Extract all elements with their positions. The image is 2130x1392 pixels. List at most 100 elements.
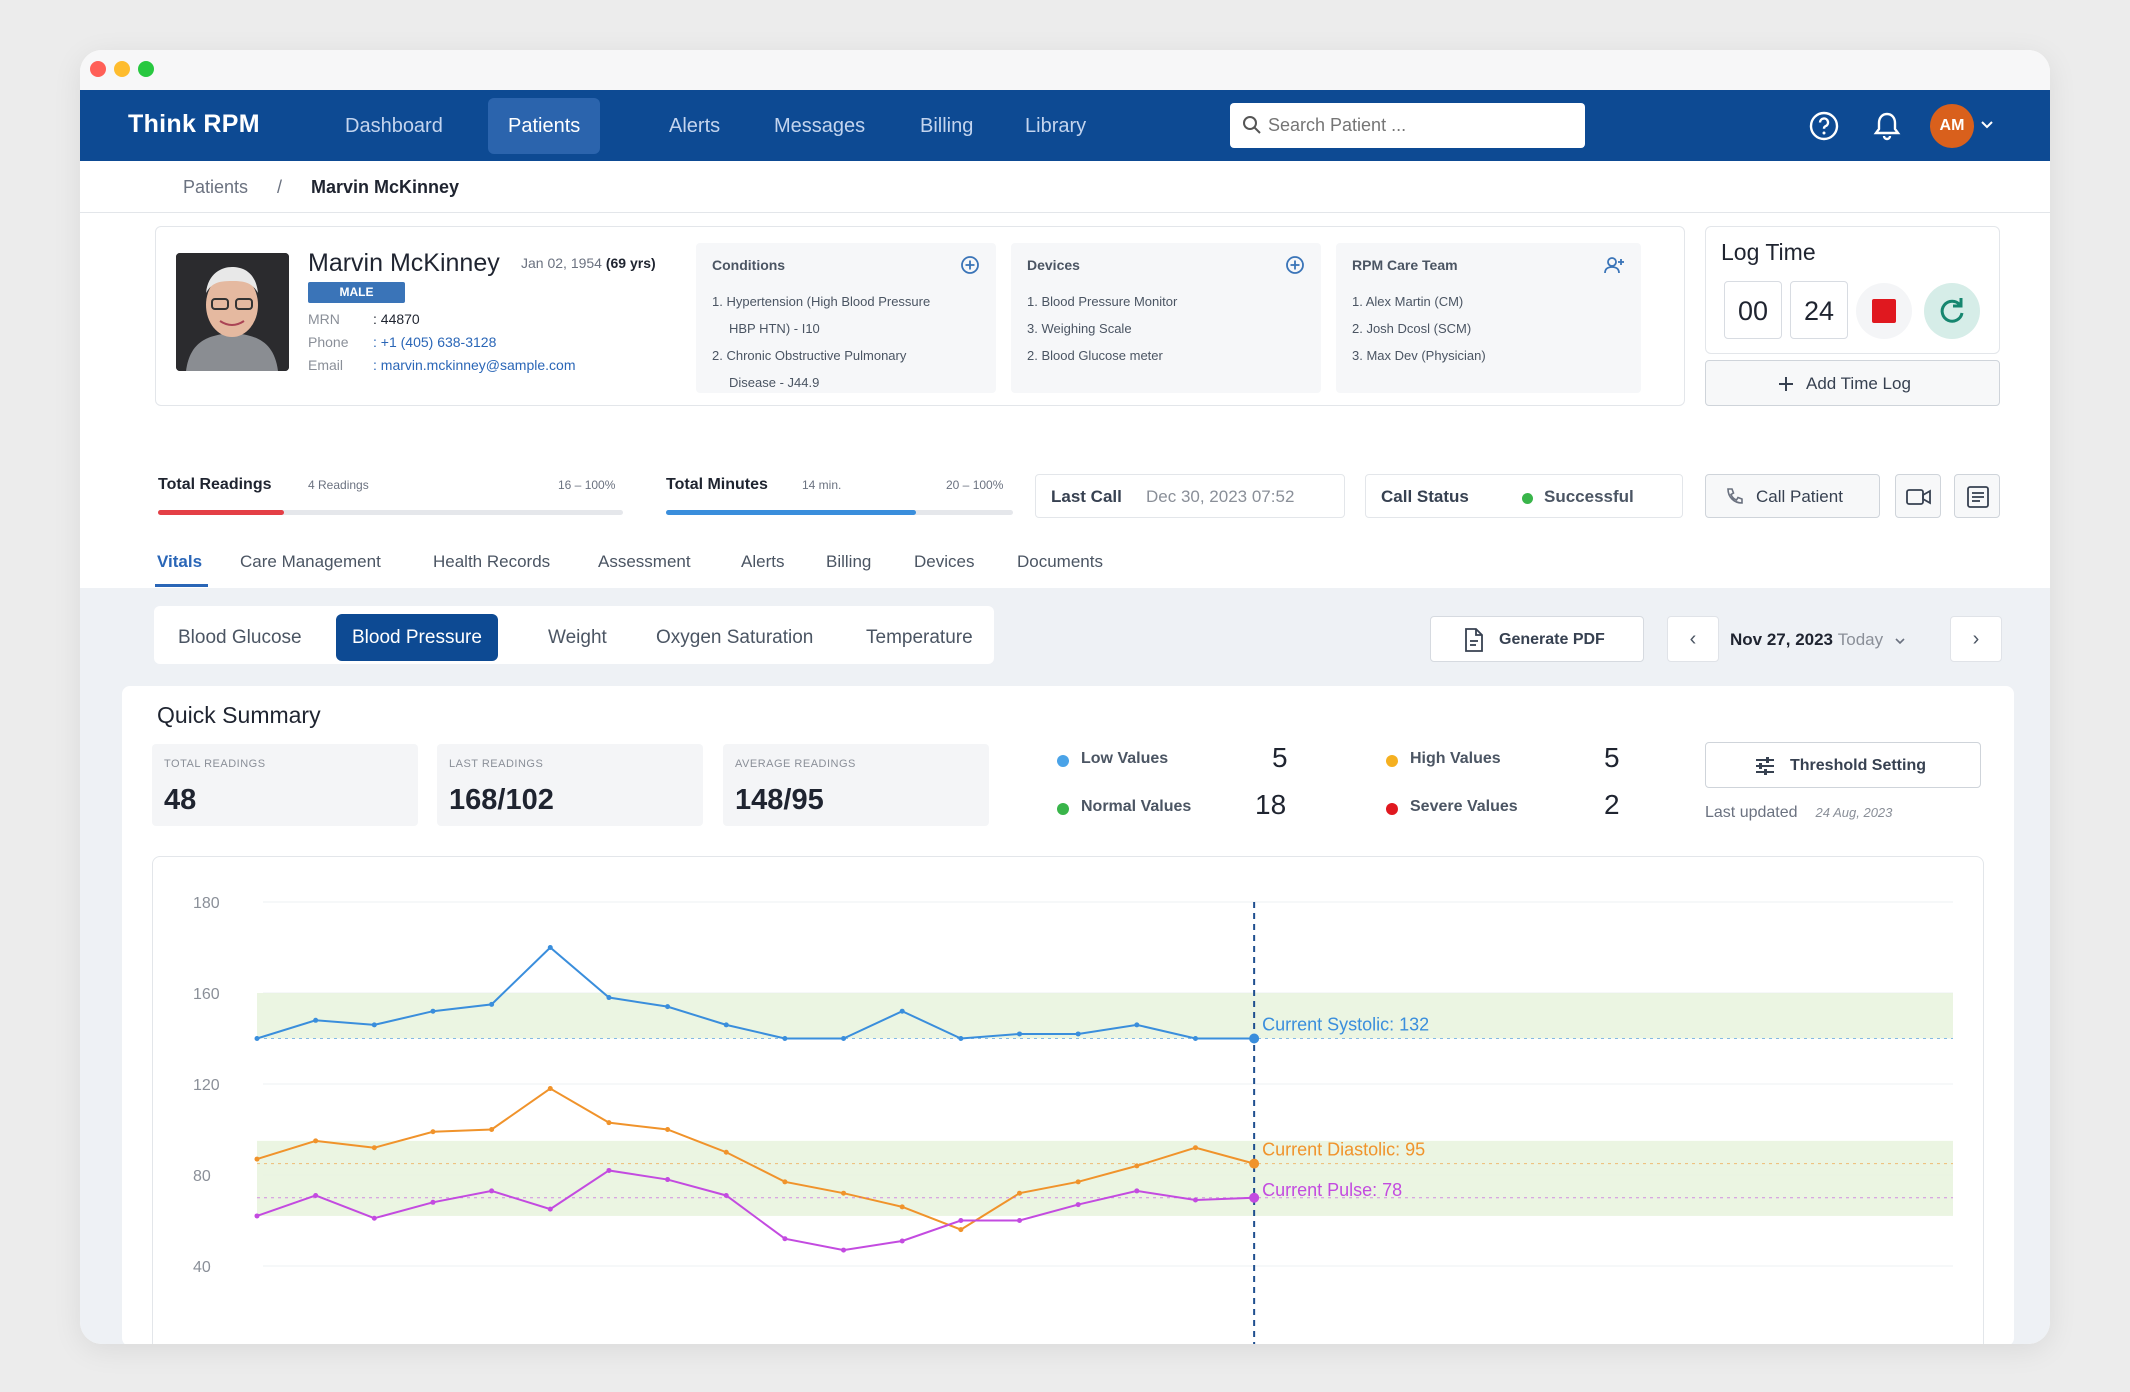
help-icon[interactable]: [1808, 110, 1840, 142]
devices-title: Devices: [1027, 257, 1080, 273]
pulse-point: [489, 1188, 495, 1194]
phone-label: Phone: [308, 334, 349, 350]
care-team-title: RPM Care Team: [1352, 257, 1458, 273]
care-team-item: 3. Max Dev (Physician): [1352, 348, 1486, 363]
last-readings-caption: LAST READINGS: [449, 758, 544, 770]
diastolic-point: [606, 1120, 612, 1126]
systolic-point: [782, 1036, 788, 1041]
tab-devices[interactable]: Devices: [914, 552, 975, 571]
y-tick-label: 160: [193, 986, 220, 1003]
y-tick-label: 40: [193, 1259, 211, 1276]
condition-item: 1. Hypertension (High Blood Pressure: [712, 294, 931, 309]
nav-billing[interactable]: Billing: [920, 115, 974, 137]
breadcrumb-patients[interactable]: Patients: [183, 177, 249, 197]
add-condition-icon[interactable]: [960, 255, 980, 275]
video-call-button[interactable]: [1895, 474, 1941, 518]
device-item: 3. Weighing Scale: [1027, 321, 1132, 336]
close-window-dot[interactable]: [90, 61, 106, 77]
nav-patients[interactable]: Patients: [488, 98, 601, 154]
last-readings-value: 168/102: [449, 784, 554, 816]
search-patient-input[interactable]: [1268, 103, 1568, 148]
add-time-log-button[interactable]: Add Time Log: [1705, 360, 2000, 406]
average-readings-stat: AVERAGE READINGS 148/95: [723, 744, 989, 826]
reset-timer-button[interactable]: [1924, 283, 1980, 339]
pdf-file-icon: [1465, 628, 1483, 652]
quick-summary-title: Quick Summary: [157, 702, 321, 728]
conditions-box: Conditions 1. Hypertension (High Blood P…: [696, 243, 996, 393]
diastolic-point: [1017, 1190, 1023, 1196]
phone-value[interactable]: : +1 (405) 638-3128: [373, 334, 497, 350]
chevron-down-icon[interactable]: [1980, 120, 1994, 130]
log-time-title: Log Time: [1721, 239, 1816, 265]
pulse-point: [430, 1199, 436, 1205]
pulse-point: [1192, 1197, 1198, 1203]
maximize-window-dot[interactable]: [138, 61, 154, 77]
notes-button[interactable]: [1954, 474, 2000, 518]
condition-item: 2. Chronic Obstructive Pulmonary: [712, 348, 907, 363]
last-readings-stat: LAST READINGS 168/102: [437, 744, 703, 826]
nav-dashboard[interactable]: Dashboard: [345, 115, 443, 137]
tab-alerts[interactable]: Alerts: [741, 552, 785, 571]
video-icon: [1906, 489, 1931, 505]
next-date-button[interactable]: ›: [1950, 616, 2002, 662]
diastolic-point: [254, 1156, 260, 1162]
tab-documents[interactable]: Documents: [1017, 552, 1103, 571]
add-member-icon[interactable]: [1603, 255, 1625, 275]
nav-library[interactable]: Library: [1025, 115, 1087, 137]
pulse-point: [1075, 1202, 1081, 1208]
diastolic-point: [899, 1204, 905, 1210]
systolic-point: [430, 1008, 436, 1014]
date-selector[interactable]: Nov 27, 2023 Today: [1730, 630, 1906, 650]
last-call-value: Dec 30, 2023 07:52: [1146, 487, 1295, 506]
window-titlebar: [80, 50, 2050, 90]
systolic-point: [958, 1036, 964, 1041]
tab-billing[interactable]: Billing: [826, 552, 872, 571]
minutes-progress-bar: [666, 510, 1013, 515]
email-label: Email: [308, 357, 344, 373]
tab-health-records[interactable]: Health Records: [433, 552, 551, 571]
stop-timer-button[interactable]: [1856, 283, 1912, 339]
call-patient-button[interactable]: Call Patient: [1705, 474, 1880, 518]
nav-messages[interactable]: Messages: [774, 115, 866, 137]
legend-dot: [1386, 755, 1398, 767]
diastolic-point: [547, 1086, 553, 1092]
add-device-icon[interactable]: [1285, 255, 1305, 275]
total-minutes-count: 14 min.: [802, 478, 842, 492]
brand-logo: Think RPM: [128, 110, 260, 138]
diastolic-current-label: Current Diastolic: 95: [1262, 1140, 1425, 1160]
diastolic-point: [665, 1127, 671, 1132]
diastolic-point: [782, 1179, 788, 1185]
vtab-blood-pressure[interactable]: Blood Pressure: [336, 614, 498, 661]
pulse-point: [665, 1177, 671, 1183]
tab-vitals[interactable]: Vitals: [157, 552, 203, 571]
user-avatar[interactable]: AM: [1930, 104, 1974, 148]
tab-assessment[interactable]: Assessment: [598, 552, 691, 571]
bell-icon[interactable]: [1872, 110, 1902, 142]
threshold-setting-button[interactable]: Threshold Setting: [1705, 742, 1981, 788]
plus-icon: [1779, 377, 1793, 391]
generate-pdf-button[interactable]: Generate PDF: [1430, 616, 1644, 662]
diastolic-point: [1192, 1145, 1198, 1151]
severe-values-label: Severe Values: [1410, 798, 1518, 815]
minimize-window-dot[interactable]: [114, 61, 130, 77]
app-window: Think RPM Dashboard Patients Alerts Mess…: [80, 50, 2050, 1344]
total-minutes-label: Total Minutes: [666, 476, 768, 493]
systolic-point: [841, 1036, 847, 1041]
add-time-log-label: Add Time Log: [1806, 374, 1911, 393]
call-status-label: Call Status: [1381, 487, 1469, 506]
systolic-point: [371, 1022, 377, 1028]
low-values-count: 5: [1272, 742, 1288, 773]
vtab-oxygen-saturation[interactable]: Oxygen Saturation: [656, 627, 814, 648]
vtab-blood-glucose[interactable]: Blood Glucose: [178, 627, 302, 648]
vtab-weight[interactable]: Weight: [548, 627, 607, 648]
tab-care-management[interactable]: Care Management: [240, 552, 381, 571]
refresh-icon: [1940, 298, 1964, 323]
gender-badge: MALE: [308, 282, 405, 303]
minutes-progress-fill: [666, 510, 916, 515]
email-value[interactable]: : marvin.mckinney@sample.com: [373, 357, 576, 373]
readings-progress-bar: [158, 510, 623, 515]
pulse-point: [958, 1218, 964, 1223]
prev-date-button[interactable]: ‹: [1667, 616, 1719, 662]
nav-alerts[interactable]: Alerts: [669, 115, 721, 137]
vtab-temperature[interactable]: Temperature: [866, 627, 973, 648]
